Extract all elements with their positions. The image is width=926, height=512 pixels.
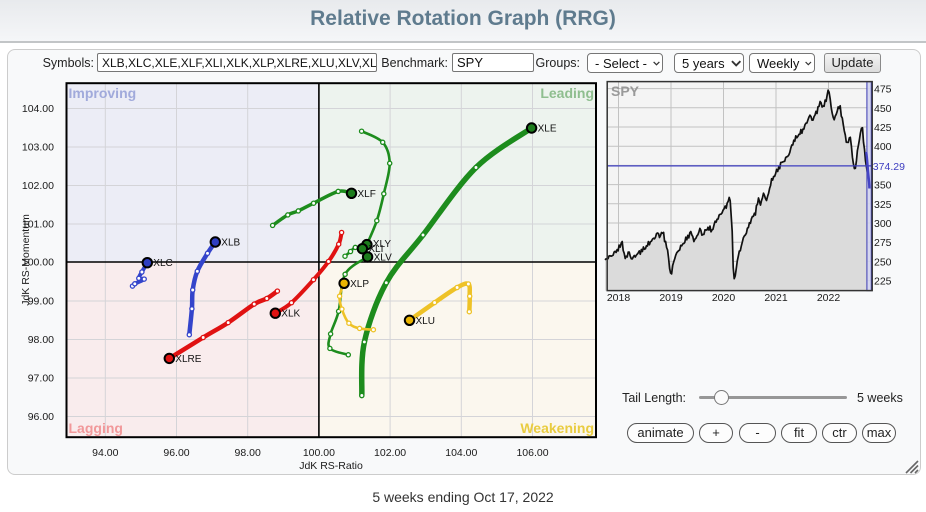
svg-text:106.00: 106.00 <box>516 447 548 459</box>
svg-text:99.00: 99.00 <box>28 296 54 308</box>
svg-text:325: 325 <box>874 199 892 211</box>
svg-text:425: 425 <box>874 122 892 134</box>
svg-text:XLC: XLC <box>153 258 172 269</box>
svg-text:XLP: XLP <box>350 279 369 290</box>
svg-text:102.00: 102.00 <box>374 447 406 459</box>
svg-text:300: 300 <box>874 218 892 230</box>
svg-text:2020: 2020 <box>712 292 736 304</box>
svg-text:XLF: XLF <box>358 189 376 200</box>
svg-text:2018: 2018 <box>607 292 631 304</box>
svg-text:XLU: XLU <box>416 316 435 327</box>
svg-text:225: 225 <box>874 276 892 288</box>
svg-text:98.00: 98.00 <box>235 447 261 459</box>
svg-text:97.00: 97.00 <box>28 373 54 385</box>
svg-text:XLV: XLV <box>374 252 392 263</box>
svg-text:2022: 2022 <box>817 292 841 304</box>
svg-text:XLE: XLE <box>538 124 557 135</box>
svg-text:100.00: 100.00 <box>303 447 335 459</box>
svg-text:XLRE: XLRE <box>175 354 201 365</box>
svg-text:475: 475 <box>874 84 892 96</box>
svg-text:350: 350 <box>874 180 892 192</box>
svg-text:2019: 2019 <box>659 292 683 304</box>
svg-text:96.00: 96.00 <box>28 411 54 423</box>
svg-text:250: 250 <box>874 256 892 268</box>
svg-text:96.00: 96.00 <box>163 447 189 459</box>
svg-text:100.00: 100.00 <box>22 257 54 269</box>
svg-text:450: 450 <box>874 103 892 115</box>
svg-text:2021: 2021 <box>764 292 788 304</box>
svg-text:94.00: 94.00 <box>92 447 118 459</box>
svg-text:Weakening: Weakening <box>520 420 594 436</box>
svg-text:XLK: XLK <box>281 309 300 320</box>
svg-text:101.00: 101.00 <box>22 219 54 231</box>
svg-text:XLB: XLB <box>221 238 240 249</box>
svg-text:103.00: 103.00 <box>22 142 54 154</box>
svg-text:JdK RS-Momentum: JdK RS-Momentum <box>20 214 32 306</box>
svg-text:102.00: 102.00 <box>22 180 54 192</box>
svg-text:275: 275 <box>874 237 892 249</box>
svg-text:SPY: SPY <box>611 83 640 99</box>
svg-text:Lagging: Lagging <box>69 420 123 436</box>
svg-text:XLI: XLI <box>368 244 383 255</box>
svg-text:XLY: XLY <box>373 239 391 250</box>
svg-text:JdK RS-Ratio: JdK RS-Ratio <box>299 460 363 472</box>
svg-text:400: 400 <box>874 141 892 153</box>
svg-text:98.00: 98.00 <box>28 334 54 346</box>
svg-text:Improving: Improving <box>69 85 137 101</box>
svg-text:Leading: Leading <box>540 85 594 101</box>
svg-text:374.29: 374.29 <box>873 161 905 173</box>
svg-text:104.00: 104.00 <box>22 103 54 115</box>
svg-text:104.00: 104.00 <box>445 447 477 459</box>
